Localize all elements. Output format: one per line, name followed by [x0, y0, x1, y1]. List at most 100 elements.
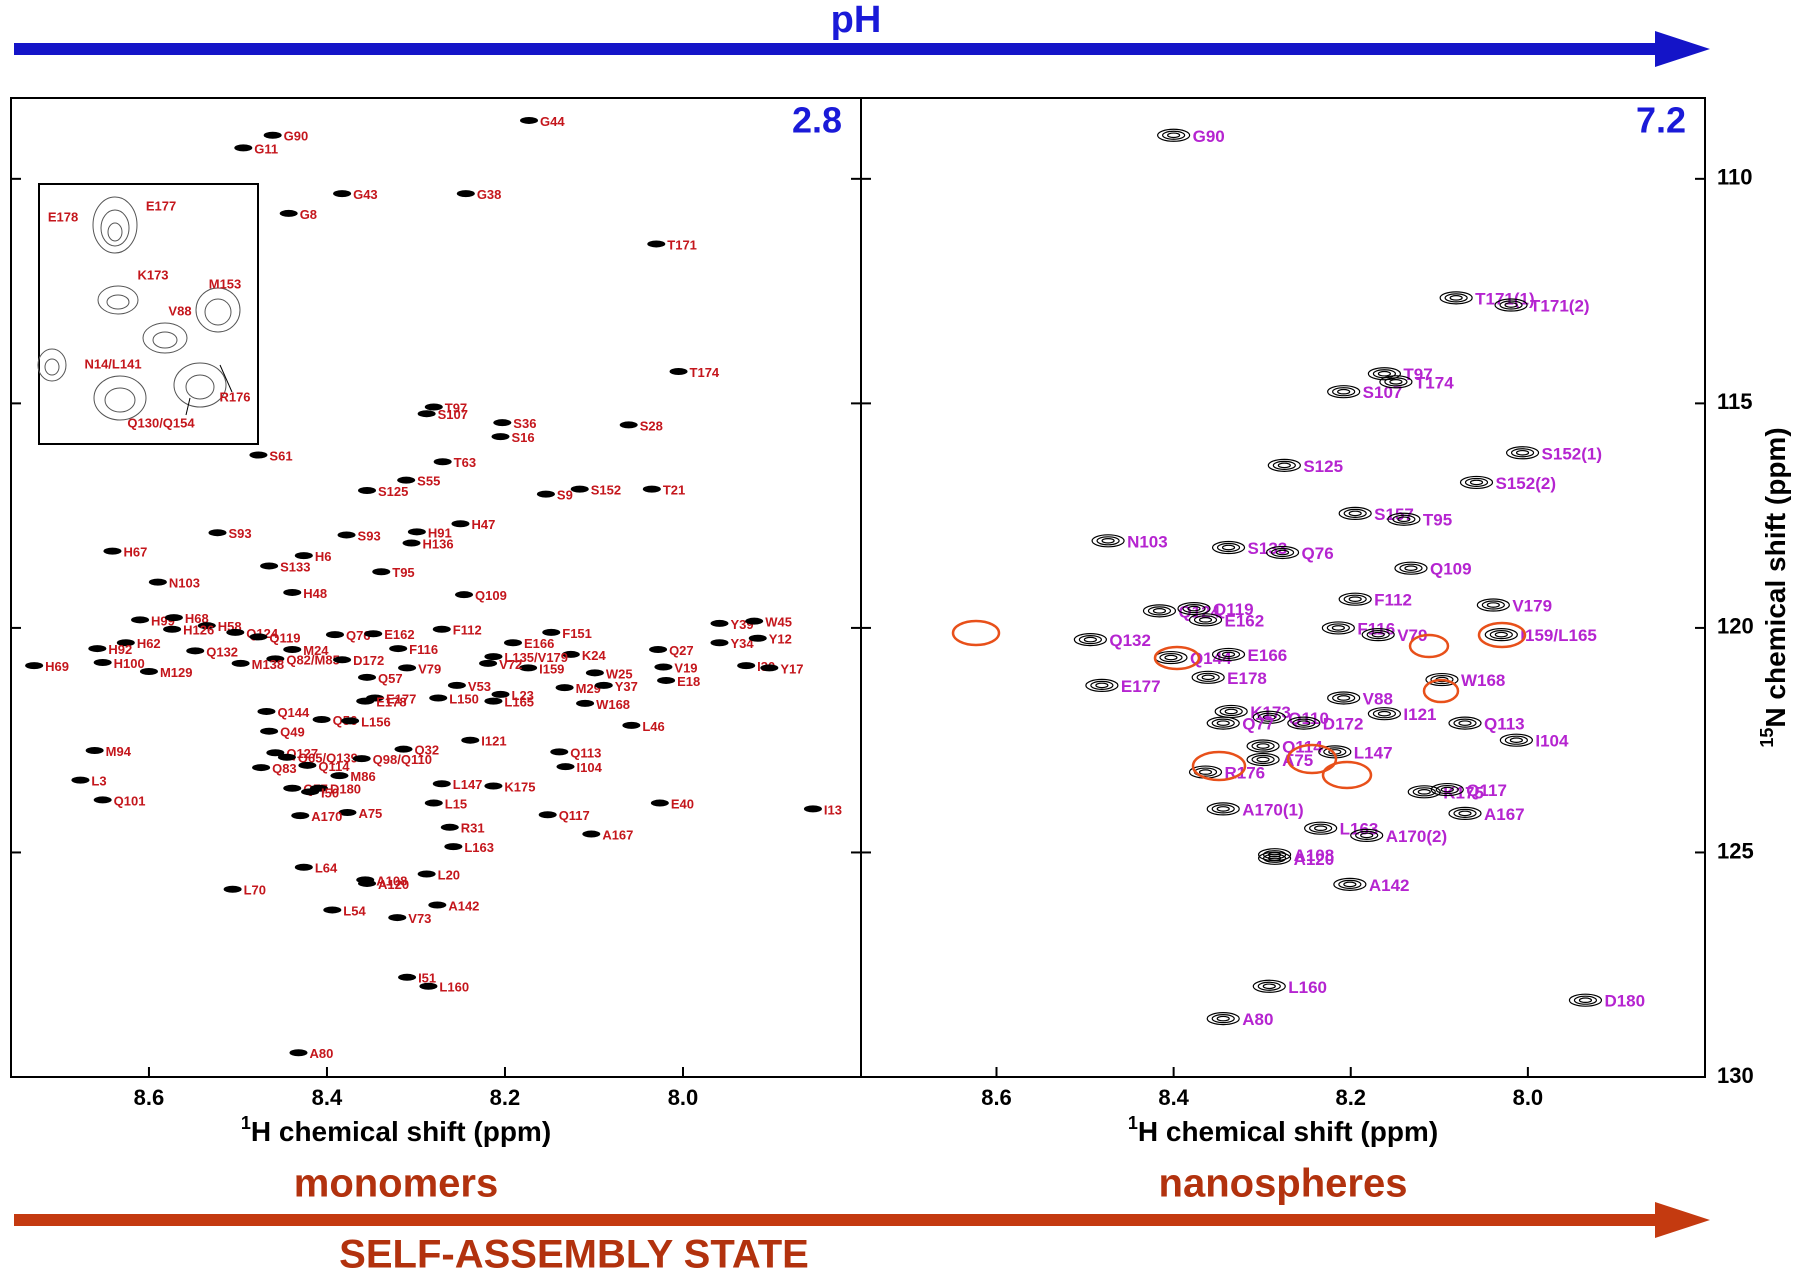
peak-contour — [1343, 881, 1357, 888]
peak-contour — [1397, 516, 1411, 523]
peak-contour — [1277, 462, 1291, 469]
peak — [1267, 458, 1301, 472]
peak — [283, 588, 302, 596]
peak — [116, 639, 135, 647]
peak — [1206, 716, 1240, 730]
peak — [484, 653, 503, 661]
peak-label: S36 — [513, 416, 536, 431]
peak-contour — [1257, 851, 1292, 865]
peak — [223, 885, 242, 893]
peak-label: R31 — [461, 821, 485, 836]
peak-contour — [1095, 682, 1109, 689]
peak-contour — [1444, 293, 1468, 303]
state-axis-label: SELF-ASSEMBLY STATE — [339, 1233, 809, 1273]
peak-label: V73 — [408, 911, 431, 926]
peak-label: S93 — [358, 528, 381, 543]
peak — [520, 116, 539, 124]
peak-label: L165 — [504, 695, 534, 710]
peak-contour — [1270, 547, 1295, 558]
peak — [748, 634, 767, 642]
peak-label: S16 — [512, 430, 535, 445]
peak-contour — [1251, 741, 1275, 751]
peak-label: M86 — [350, 769, 375, 784]
peak — [389, 645, 408, 653]
peak — [503, 639, 522, 647]
peak — [417, 410, 436, 418]
peak — [1425, 672, 1459, 687]
peak — [298, 761, 317, 769]
peak-label: I159/L165 — [1520, 626, 1597, 645]
peak-contour — [1182, 604, 1206, 614]
peak-contour — [1367, 707, 1402, 721]
peak-contour — [1177, 602, 1211, 616]
peak-label: T97 — [445, 400, 467, 415]
peak — [1142, 604, 1177, 618]
peak — [226, 628, 245, 636]
peak — [88, 645, 107, 653]
peak-label: Q144 — [277, 705, 310, 720]
peak-contour — [1292, 718, 1316, 728]
inset-leader — [219, 364, 233, 393]
peak-label: Q77 — [1242, 715, 1274, 734]
peak-label: I50 — [321, 785, 339, 800]
peak-label: L20 — [438, 867, 460, 882]
peak-label: L23 — [512, 688, 534, 703]
peak-contour — [1392, 514, 1416, 524]
state-label: monomers — [294, 1162, 499, 1206]
peak-contour — [1331, 625, 1345, 631]
peak-contour — [1251, 754, 1275, 765]
peak-label: G90 — [1193, 127, 1225, 146]
peak — [325, 631, 344, 639]
peak-label: F116 — [409, 642, 438, 657]
peak-label: I104 — [1535, 732, 1569, 751]
condition-value: 2.8 — [792, 100, 842, 141]
peak-label: Q57 — [378, 671, 403, 686]
peak-label: S55 — [417, 474, 440, 489]
peak-contour — [1326, 623, 1350, 633]
peak-contour — [1481, 600, 1505, 610]
peak-contour — [1198, 617, 1213, 623]
peak-label: Q117 — [559, 808, 590, 823]
peak-label: W45 — [765, 615, 792, 630]
peak-label: Q109 — [475, 588, 507, 603]
peak — [491, 433, 510, 441]
peak-label: H6 — [315, 549, 332, 564]
highlight — [1153, 645, 1201, 671]
peak-label: H91 — [428, 525, 452, 540]
peak — [561, 650, 580, 658]
peak-label: A108 — [1294, 846, 1335, 865]
x-tick-label: 8.2 — [1335, 1085, 1366, 1110]
peak-label: H68 — [185, 611, 209, 626]
peak-contour — [1206, 802, 1240, 816]
peak-contour — [1435, 784, 1459, 795]
peak — [131, 616, 150, 624]
peak-contour — [1366, 630, 1390, 640]
peak-label: Q132 — [1109, 631, 1151, 650]
peak — [330, 772, 349, 780]
highlight — [1477, 621, 1527, 649]
peak-label: S9 — [557, 488, 573, 503]
peak-label: Q144 — [1190, 649, 1232, 668]
peak-label: V79 — [418, 661, 441, 676]
peak — [556, 763, 575, 771]
peak-label: N103 — [169, 576, 200, 591]
peak-contour — [1078, 634, 1102, 645]
peak-label: T171 — [667, 237, 697, 252]
peak-contour — [1377, 370, 1392, 377]
peak — [1252, 979, 1286, 993]
peak-label: S93 — [228, 526, 251, 541]
peak-contour — [1510, 448, 1535, 458]
peak-contour — [1206, 716, 1240, 730]
peak — [249, 451, 268, 459]
peak-label: N103 — [1127, 532, 1168, 551]
peak-label: Q101 — [114, 793, 146, 808]
peak-contour — [1458, 720, 1472, 726]
inset-label: R176 — [219, 389, 250, 404]
peak-label: L150 — [449, 691, 479, 706]
peak — [1085, 678, 1119, 693]
peak — [394, 745, 413, 753]
peak-contour — [1257, 981, 1281, 991]
peak-contour — [1484, 628, 1518, 642]
